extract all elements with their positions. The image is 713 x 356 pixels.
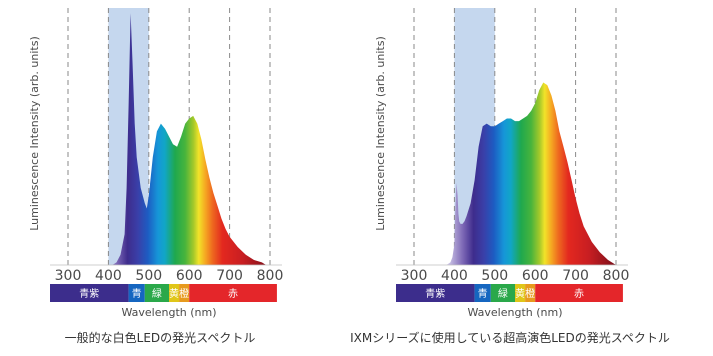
x-tick-label: 400 (441, 268, 468, 284)
color-bar-label: 緑 (152, 287, 162, 300)
x-tick-label: 500 (135, 268, 162, 284)
color-bar-label: 青 (132, 287, 142, 300)
color-bar-label: 赤 (228, 288, 238, 300)
x-axis-label: Wavelength (nm) (467, 306, 562, 319)
color-bar-label: 青紫 (425, 287, 445, 300)
color-bar-segment (535, 284, 623, 302)
x-axis-label: Wavelength (nm) (121, 306, 216, 319)
x-tick-label: 800 (257, 268, 284, 284)
y-axis-label: Luminescence Intensity (arb. units) (28, 36, 41, 231)
x-tick-label: 300 (55, 268, 82, 284)
x-tick-label: 500 (481, 268, 508, 284)
color-bar-segment (179, 284, 190, 302)
color-bar-label: 橙 (525, 287, 535, 300)
color-bar-label: 青 (478, 287, 488, 300)
color-bar-label: 橙 (179, 287, 189, 300)
x-tick-label: 400 (95, 268, 122, 284)
color-bar-label: 黄 (515, 287, 525, 300)
color-bar-segment (169, 284, 180, 302)
x-tick-label: 600 (176, 268, 203, 284)
color-bar-segment (396, 284, 475, 302)
spectrum-area (442, 82, 616, 265)
color-bar-segment (474, 284, 491, 302)
x-tick-label: 600 (522, 268, 549, 284)
x-tick-label: 700 (216, 268, 243, 284)
color-bar-segment (144, 284, 169, 302)
chart-caption: 一般的な白色LEDの発光スペクトル (65, 330, 256, 345)
spectrum-area (112, 13, 267, 265)
color-bar-label: 赤 (574, 288, 584, 300)
chart-2: 300 400 500 600 700 800 青紫 青緑黄橙 赤 Wavelength (nm)… (350, 8, 670, 345)
x-tick-label: 700 (562, 268, 589, 284)
color-bar-label: 緑 (498, 287, 508, 300)
color-bar-label: 青紫 (79, 287, 99, 300)
x-tick-label: 300 (401, 268, 428, 284)
color-bar-segment (189, 284, 277, 302)
color-bar-segment (490, 284, 515, 302)
chart-caption: IXMシリーズに使用している超高演色LEDの発光スペクトル (350, 330, 670, 345)
color-bar-segment (525, 284, 536, 302)
color-bar-segment (128, 284, 145, 302)
x-tick-label: 800 (603, 268, 630, 284)
y-axis-label: Luminescence Intensity (arb. units) (374, 36, 387, 231)
color-bar-segment (50, 284, 129, 302)
color-bar-label: 黄 (169, 287, 179, 300)
chart-1: 300 400 500 600 700 800 青紫 青緑黄橙 赤 Wavelength (nm)… (28, 8, 283, 345)
color-bar-segment (515, 284, 526, 302)
